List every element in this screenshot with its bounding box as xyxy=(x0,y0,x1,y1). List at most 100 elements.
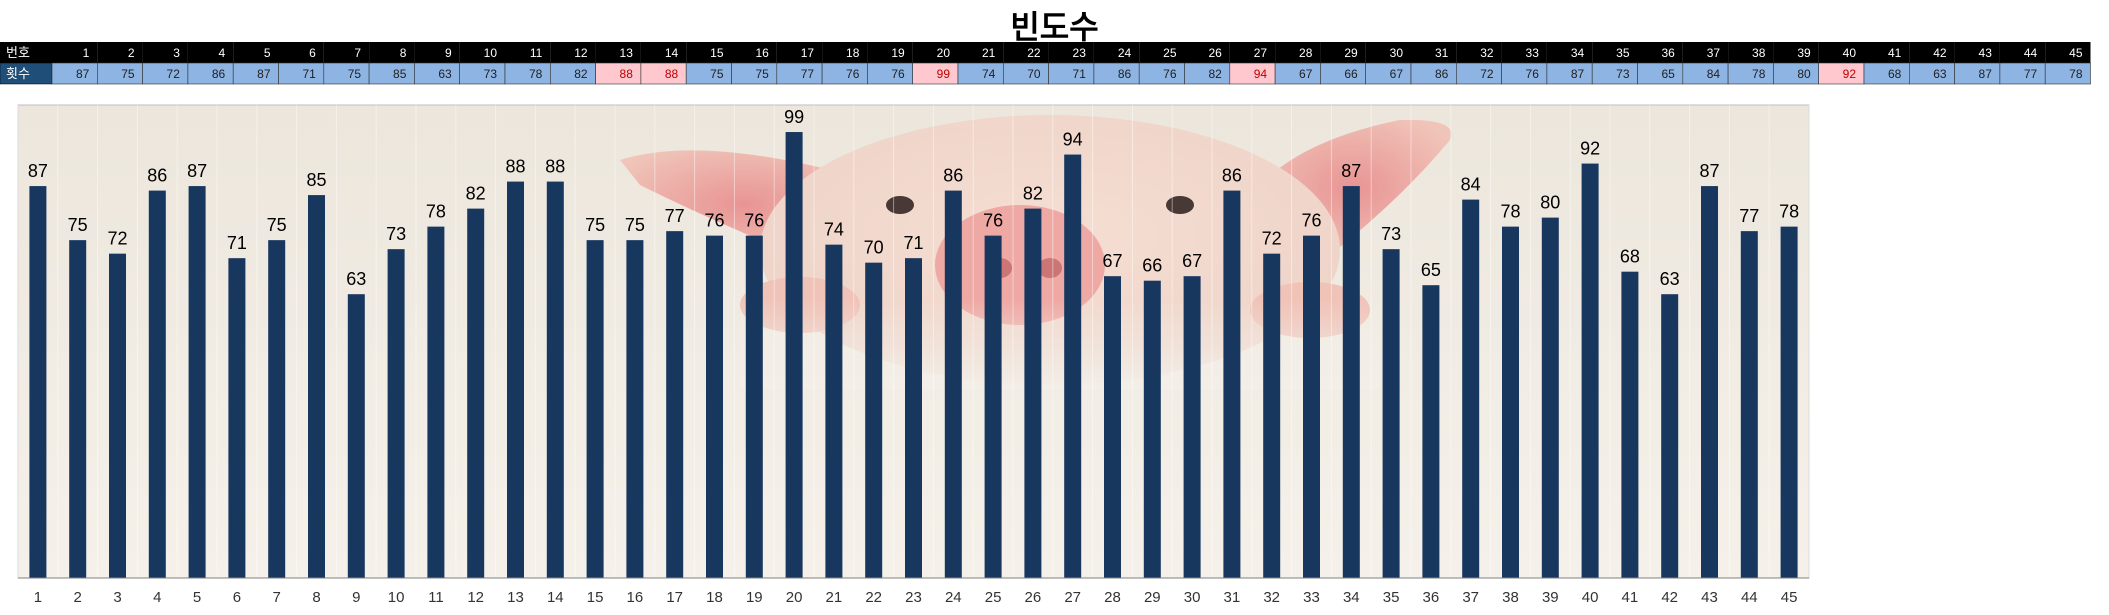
table-number-cell: 19 xyxy=(891,46,905,60)
table-number-cell: 2 xyxy=(128,46,135,60)
table-number-cell: 35 xyxy=(1616,46,1630,60)
table-number-cell: 23 xyxy=(1073,46,1087,60)
data-label: 88 xyxy=(505,157,525,177)
data-label: 87 xyxy=(28,161,48,181)
table-header-cell xyxy=(1818,42,1864,63)
table-header-cell xyxy=(1320,42,1366,63)
bar-37 xyxy=(1462,199,1480,578)
table-count-cell xyxy=(459,62,506,85)
bar-26 xyxy=(1024,208,1042,578)
data-label: 67 xyxy=(1102,251,1122,271)
data-labels: 87 75 72 86 87 71 75 85 63 73 78 82 88 88 75 75 77 76 76 99… xyxy=(28,107,1799,289)
bar-32 xyxy=(1263,253,1281,578)
table-count-cell xyxy=(142,62,189,85)
table-number-cell: 13 xyxy=(620,46,634,60)
x-tick-label: 42 xyxy=(1661,589,1678,606)
table-header-cell xyxy=(459,42,505,63)
table-count-value: 80 xyxy=(1797,67,1811,81)
table-header-cell xyxy=(1456,42,1502,63)
table-count-value: 94 xyxy=(1254,67,1268,81)
data-label: 71 xyxy=(903,233,923,253)
table-header-cell xyxy=(1411,42,1457,63)
table-number-cell: 37 xyxy=(1707,46,1721,60)
x-tick-label: 6 xyxy=(233,589,241,606)
table-number-cell: 11 xyxy=(530,46,543,60)
table-count-cell xyxy=(2044,62,2091,85)
table-count-cell xyxy=(51,62,98,85)
table-count-value: 75 xyxy=(755,67,769,81)
table-count-cell xyxy=(1863,62,1910,85)
table-count-value: 67 xyxy=(1299,67,1313,81)
x-tick-label: 20 xyxy=(786,589,803,606)
x-tick-label: 19 xyxy=(746,589,763,606)
x-tick-label: 44 xyxy=(1741,589,1758,606)
data-label: 77 xyxy=(1739,206,1759,226)
bar-42 xyxy=(1661,294,1679,578)
table-number-cell: 44 xyxy=(2024,46,2038,60)
x-tick-label: 7 xyxy=(273,589,281,606)
bar-series xyxy=(29,132,1798,579)
table-count-cell xyxy=(278,62,325,85)
table-count-value: 87 xyxy=(76,67,90,81)
table-header-cell xyxy=(1093,42,1140,63)
x-tick-label: 3 xyxy=(113,589,121,606)
bar-7 xyxy=(268,240,286,578)
table-row-label-number: 번호 xyxy=(6,46,30,61)
data-label: 63 xyxy=(1660,269,1680,289)
x-tick-label: 22 xyxy=(865,589,882,606)
table-count-value: 99 xyxy=(937,67,951,81)
table-number-cell: 38 xyxy=(1752,46,1766,60)
gridlines xyxy=(17,105,1810,578)
x-tick-label: 29 xyxy=(1144,589,1161,606)
data-label: 76 xyxy=(983,211,1003,231)
table-count-value: 68 xyxy=(1888,67,1902,81)
data-label: 80 xyxy=(1540,193,1560,213)
table-header-label-cell xyxy=(0,42,52,63)
bar-3 xyxy=(109,253,126,578)
table-count-cell xyxy=(640,62,687,85)
x-tick-label: 17 xyxy=(666,589,683,606)
bar-20 xyxy=(785,132,803,578)
table-count-value: 78 xyxy=(2069,67,2083,81)
x-tick-label: 23 xyxy=(905,589,922,606)
table-count-cell xyxy=(1591,62,1638,85)
table-count-cell xyxy=(957,62,1004,85)
table-number-cell: 45 xyxy=(2069,46,2083,60)
table-count-cell xyxy=(731,62,778,85)
bar-9 xyxy=(347,294,365,578)
x-tick-label: 5 xyxy=(193,589,201,606)
table-count-cell xyxy=(1637,62,1684,85)
data-label: 71 xyxy=(227,233,247,253)
table-header-cell xyxy=(1365,42,1411,63)
bar-2 xyxy=(69,240,87,578)
table-header-cell xyxy=(233,42,279,63)
bar-8 xyxy=(308,195,325,578)
bar-19 xyxy=(745,235,763,578)
table-row-label-count: 횟수 xyxy=(6,67,30,82)
table-number-cell: 14 xyxy=(665,46,679,60)
x-tick-label: 1 xyxy=(34,589,42,606)
data-label: 85 xyxy=(306,170,326,190)
table-header-cell xyxy=(912,42,958,63)
bar-1 xyxy=(29,186,47,579)
x-tick-label: 38 xyxy=(1502,589,1519,606)
bar-34 xyxy=(1342,186,1360,579)
table-header-cell xyxy=(187,42,234,63)
table-number-cell: 5 xyxy=(264,46,271,60)
table-count-value: 92 xyxy=(1843,67,1857,81)
table-number-cell: 36 xyxy=(1661,46,1675,60)
x-tick-label: 25 xyxy=(985,589,1002,606)
table-header-cell xyxy=(550,42,596,63)
data-label: 63 xyxy=(346,269,366,289)
frequency-table: 번호횟수187275372486587671775885963107311781… xyxy=(0,42,2091,85)
bar-4 xyxy=(148,190,166,579)
data-label: 86 xyxy=(943,166,963,186)
bar-5 xyxy=(188,186,206,579)
table-count-cell xyxy=(323,62,370,85)
x-tick-label: 31 xyxy=(1224,589,1241,606)
table-number-cell: 6 xyxy=(309,46,316,60)
table-header-cell xyxy=(505,42,551,63)
x-tick-label: 4 xyxy=(153,589,161,606)
data-label: 72 xyxy=(1262,229,1282,249)
table-number-cell: 3 xyxy=(173,46,180,60)
